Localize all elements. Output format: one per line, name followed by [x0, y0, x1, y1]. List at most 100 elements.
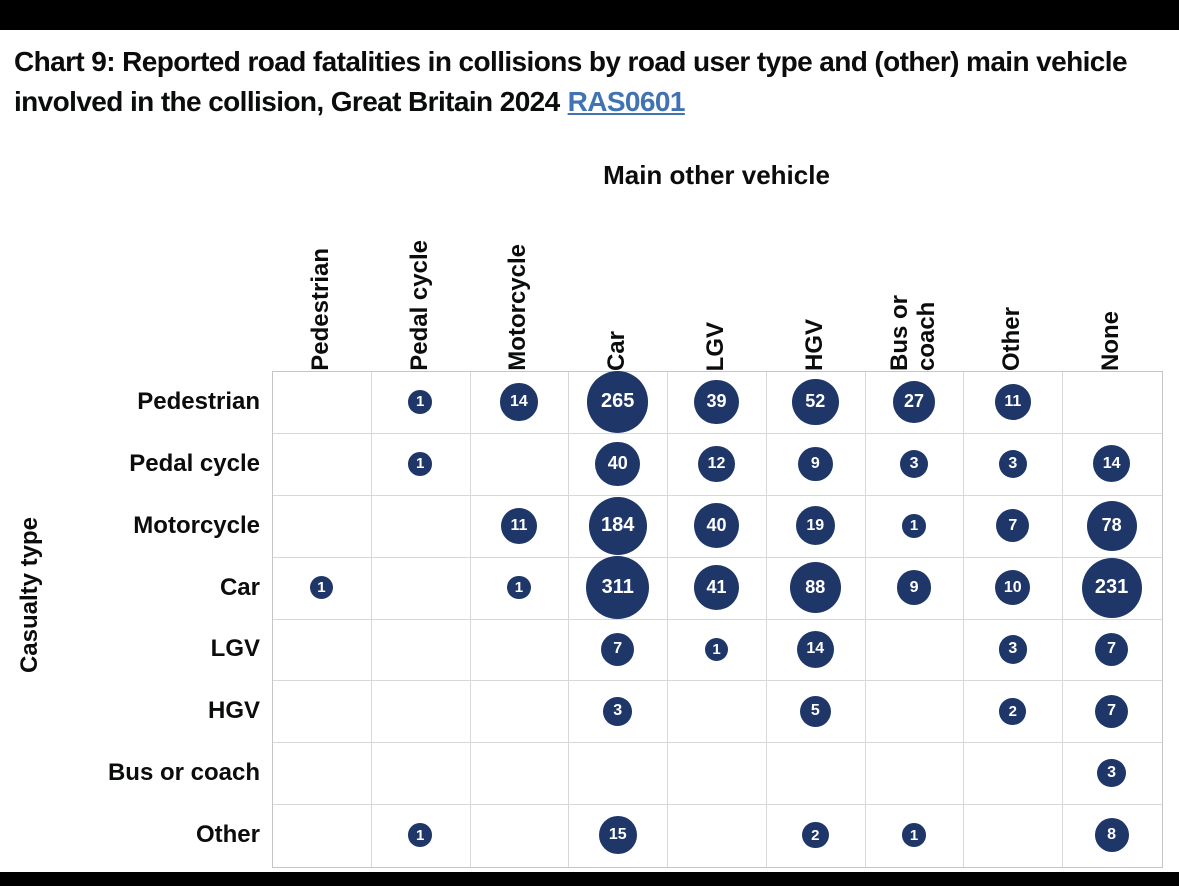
grid-cell — [470, 495, 570, 558]
grid-cell — [1063, 558, 1162, 620]
grid-cell — [569, 681, 669, 744]
column-header-motorcycle: Motorcycle — [470, 196, 569, 371]
bubble-other-car: 15 — [598, 816, 637, 854]
grid-cell — [865, 743, 965, 806]
grid-cell — [865, 557, 965, 620]
grid-cell — [569, 433, 669, 496]
bubble-hgv-other: 2 — [999, 697, 1027, 725]
bubble-pedestrian-pedal-cycle: 1 — [408, 390, 432, 414]
bubble-pedal-cycle-other: 3 — [998, 449, 1028, 479]
grid-cell — [273, 495, 372, 558]
grid-cell — [668, 619, 767, 682]
bubble-pedal-cycle-none: 14 — [1093, 445, 1131, 483]
bottom-black-bar — [0, 872, 1179, 886]
grid-cell — [569, 619, 669, 682]
column-header-pedal-cycle: Pedal cycle — [371, 196, 470, 371]
grid-cell — [371, 557, 471, 620]
bubble-value: 14 — [510, 392, 528, 410]
grid-cell — [273, 743, 372, 806]
grid-cell — [273, 681, 372, 744]
grid-cell — [1063, 372, 1162, 434]
ras0601-link[interactable]: RAS0601 — [567, 85, 686, 117]
bubble-motorcycle-other: 7 — [996, 509, 1030, 543]
bubble-value: 41 — [706, 577, 727, 598]
bubble-value: 1 — [415, 826, 425, 844]
grid-cell — [371, 372, 471, 434]
grid-cell — [470, 433, 570, 496]
bubble-value: 265 — [601, 390, 635, 413]
column-header-label: Motorcycle — [504, 244, 532, 371]
bubble-pedal-cycle-car: 40 — [595, 441, 640, 487]
grid-cell — [569, 805, 669, 867]
bubble-pedestrian-bus-or-coach: 27 — [893, 381, 935, 423]
column-header-label: LGV — [702, 321, 730, 371]
bubble-pedal-cycle-pedal-cycle: 1 — [408, 451, 432, 476]
bubble-hgv-none: 7 — [1095, 694, 1129, 728]
bubble-car-motorcycle: 1 — [507, 575, 531, 600]
grid-cell — [668, 681, 767, 744]
grid-cell — [964, 681, 1064, 744]
bubble-pedestrian-lgv: 39 — [694, 379, 739, 425]
bubble-value: 52 — [805, 391, 826, 412]
bubble-value: 7 — [1107, 640, 1117, 658]
bubble-other-hgv: 2 — [801, 821, 829, 849]
column-header-none: None — [1062, 196, 1161, 371]
bubble-lgv-none: 7 — [1095, 632, 1129, 666]
bubble-value: 14 — [806, 640, 825, 658]
grid-cell — [470, 681, 570, 744]
column-header-bus-or-coach: Bus or coach — [865, 196, 964, 371]
bubble-car-other: 10 — [995, 569, 1031, 606]
bubble-value: 15 — [608, 826, 627, 844]
bubble-value: 40 — [706, 515, 727, 536]
bubble-value: 1 — [514, 579, 524, 597]
bubble-value: 78 — [1101, 515, 1122, 536]
bubble-value: 5 — [810, 702, 820, 720]
bubble-value: 3 — [909, 454, 919, 472]
grid-cell — [766, 743, 866, 806]
bubble-other-none: 8 — [1094, 818, 1129, 852]
bubble-value: 3 — [613, 702, 623, 720]
bubble-value: 9 — [810, 454, 820, 472]
top-black-bar — [0, 0, 1179, 30]
column-header-lgv: LGV — [667, 196, 766, 371]
bubble-hgv-car: 3 — [603, 697, 633, 726]
grid-cell — [668, 557, 767, 620]
column-header-label: Bus or coach — [886, 294, 941, 371]
bubble-value: 311 — [601, 576, 634, 599]
bubble-car-none: 231 — [1081, 557, 1142, 618]
column-header-label: Car — [603, 330, 631, 371]
grid-cell — [866, 805, 965, 867]
column-header-label: HGV — [800, 318, 828, 371]
column-header-label: Other — [998, 306, 1026, 371]
row-label-motorcycle: Motorcycle — [133, 511, 260, 539]
bubble-pedestrian-other: 11 — [994, 384, 1031, 420]
column-header-hgv: HGV — [766, 196, 865, 371]
bubble-value: 7 — [1107, 702, 1117, 720]
bubble-lgv-hgv: 14 — [796, 630, 834, 669]
bubble-car-bus-or-coach: 9 — [896, 570, 932, 605]
bubble-value: 1 — [415, 455, 425, 473]
bubble-value: 88 — [805, 577, 826, 598]
row-label-car: Car — [219, 573, 260, 601]
bubble-motorcycle-hgv: 19 — [795, 506, 835, 546]
row-label-bus-or-coach: Bus or coach — [107, 759, 260, 787]
grid-cell — [1063, 620, 1162, 682]
grid-cell — [964, 495, 1064, 558]
grid-cell — [964, 433, 1064, 496]
bubble-value: 1 — [909, 826, 919, 844]
chart-title-text: Chart 9: Reported road fatalities in col… — [14, 46, 1128, 117]
grid-cell — [964, 372, 1064, 434]
grid-cell — [569, 372, 669, 434]
grid-cell — [668, 433, 767, 496]
grid-cell — [668, 743, 767, 806]
bubble-value: 2 — [811, 826, 820, 844]
bubble-value: 39 — [706, 391, 727, 412]
bubble-pedestrian-hgv: 52 — [791, 378, 839, 426]
bubble-value: 1 — [909, 517, 919, 535]
grid-cell — [865, 619, 965, 682]
bubble-lgv-other: 3 — [998, 635, 1028, 664]
grid-cell — [865, 372, 965, 434]
chart-area-background: Chart 9: Reported road fatalities in col… — [0, 30, 1179, 872]
grid-cell — [273, 557, 372, 620]
